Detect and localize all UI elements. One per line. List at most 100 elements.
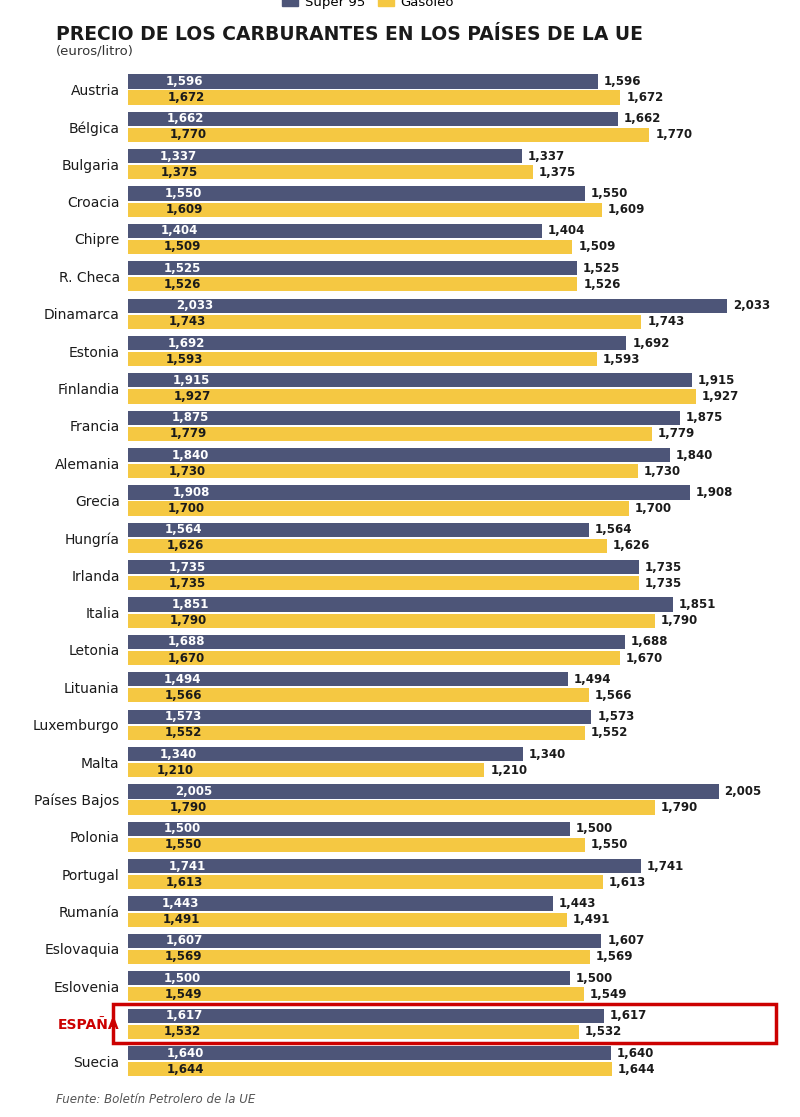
Text: 1,375: 1,375 — [160, 165, 198, 179]
Text: 1,741: 1,741 — [169, 860, 206, 872]
Text: 1,670: 1,670 — [626, 651, 663, 665]
Text: 1,375: 1,375 — [539, 165, 576, 179]
Text: 1,550: 1,550 — [590, 839, 628, 851]
Text: 1,532: 1,532 — [585, 1025, 622, 1038]
Text: 1,491: 1,491 — [573, 913, 610, 926]
Text: 1,770: 1,770 — [655, 128, 692, 142]
Text: 1,532: 1,532 — [164, 1025, 202, 1038]
Text: 1,741: 1,741 — [646, 860, 684, 872]
Bar — [128, 634, 625, 649]
Text: PRECIO DE LOS CARBURANTES EN LOS PAÍSES DE LA UE: PRECIO DE LOS CARBURANTES EN LOS PAÍSES … — [56, 25, 643, 44]
Bar — [128, 875, 603, 889]
Text: 1,644: 1,644 — [166, 1062, 204, 1076]
Text: 1,525: 1,525 — [583, 261, 621, 275]
Text: 1,743: 1,743 — [647, 315, 685, 328]
Text: 1,573: 1,573 — [598, 710, 634, 723]
Text: 1,692: 1,692 — [168, 336, 206, 350]
Text: 1,927: 1,927 — [174, 390, 210, 403]
Text: 1,770: 1,770 — [170, 128, 207, 142]
Bar — [128, 859, 641, 873]
Text: 1,662: 1,662 — [167, 113, 205, 125]
Text: 1,509: 1,509 — [163, 240, 201, 254]
Text: 1,500: 1,500 — [576, 822, 613, 836]
Text: 1,644: 1,644 — [618, 1062, 656, 1076]
Text: 2,005: 2,005 — [725, 785, 762, 798]
Text: 1,851: 1,851 — [679, 598, 717, 611]
Text: 1,840: 1,840 — [676, 449, 714, 461]
Text: 1,494: 1,494 — [163, 672, 201, 686]
Bar — [128, 187, 585, 201]
Text: 1,609: 1,609 — [166, 203, 203, 216]
Bar — [128, 223, 542, 238]
Bar — [128, 390, 695, 403]
Text: 1,626: 1,626 — [166, 540, 204, 553]
Text: 1,927: 1,927 — [702, 390, 738, 403]
Bar — [128, 90, 621, 105]
Bar — [128, 1046, 611, 1060]
Text: 1,596: 1,596 — [166, 75, 203, 88]
Text: 1,688: 1,688 — [631, 636, 669, 649]
Bar — [114, 1004, 776, 1043]
Bar — [128, 949, 590, 964]
Text: 1,735: 1,735 — [169, 561, 206, 574]
Text: 1,566: 1,566 — [165, 689, 202, 701]
Bar — [128, 913, 567, 927]
Text: 1,549: 1,549 — [165, 987, 202, 1001]
Text: 1,640: 1,640 — [617, 1047, 654, 1060]
Text: 1,851: 1,851 — [172, 598, 209, 611]
Bar — [128, 112, 618, 126]
Text: 1,593: 1,593 — [603, 353, 641, 365]
Bar — [128, 127, 650, 142]
Text: 1,735: 1,735 — [169, 576, 206, 590]
Text: 1,790: 1,790 — [661, 614, 698, 627]
Text: 2,033: 2,033 — [733, 299, 770, 312]
Text: 1,494: 1,494 — [574, 672, 611, 686]
Bar — [128, 726, 585, 739]
Bar — [128, 688, 590, 703]
Bar — [128, 598, 674, 612]
Bar — [128, 1062, 612, 1076]
Bar — [128, 336, 626, 350]
Bar — [128, 651, 620, 665]
Text: 1,210: 1,210 — [157, 764, 194, 776]
Text: 1,730: 1,730 — [643, 465, 681, 478]
Bar — [128, 538, 607, 553]
Text: 1,500: 1,500 — [163, 972, 201, 985]
Text: 1,340: 1,340 — [159, 747, 197, 761]
Text: 1,564: 1,564 — [165, 524, 202, 536]
Text: 1,569: 1,569 — [165, 951, 202, 964]
Text: 1,688: 1,688 — [168, 636, 206, 649]
Bar — [128, 672, 568, 687]
Text: 1,790: 1,790 — [661, 801, 698, 814]
Text: 1,692: 1,692 — [632, 336, 670, 350]
Text: 1,735: 1,735 — [645, 576, 682, 590]
Bar — [128, 373, 692, 388]
Bar — [128, 411, 680, 424]
Text: 1,337: 1,337 — [528, 150, 565, 163]
Bar — [128, 464, 638, 478]
Text: 1,526: 1,526 — [583, 278, 621, 290]
Bar — [128, 298, 727, 313]
Text: 1,210: 1,210 — [490, 764, 527, 776]
Bar — [128, 934, 602, 948]
Text: 1,743: 1,743 — [169, 315, 206, 328]
Text: 1,443: 1,443 — [162, 897, 199, 910]
Text: 1,593: 1,593 — [166, 353, 203, 365]
Text: 1,596: 1,596 — [604, 75, 642, 88]
Bar — [128, 613, 655, 628]
Text: 1,875: 1,875 — [686, 411, 723, 424]
Text: 1,609: 1,609 — [608, 203, 645, 216]
Bar — [128, 709, 591, 724]
Text: 1,607: 1,607 — [607, 935, 645, 947]
Text: 1,700: 1,700 — [634, 502, 672, 515]
Text: 1,443: 1,443 — [559, 897, 596, 910]
Text: 1,790: 1,790 — [170, 614, 207, 627]
Text: 1,908: 1,908 — [696, 486, 734, 499]
Text: 1,404: 1,404 — [161, 225, 198, 238]
Text: 1,672: 1,672 — [167, 90, 205, 104]
Text: 1,640: 1,640 — [166, 1047, 204, 1060]
Bar — [128, 149, 522, 163]
Text: 2,033: 2,033 — [176, 299, 213, 312]
Text: 1,730: 1,730 — [169, 465, 206, 478]
Text: (euros/litro): (euros/litro) — [56, 45, 134, 58]
